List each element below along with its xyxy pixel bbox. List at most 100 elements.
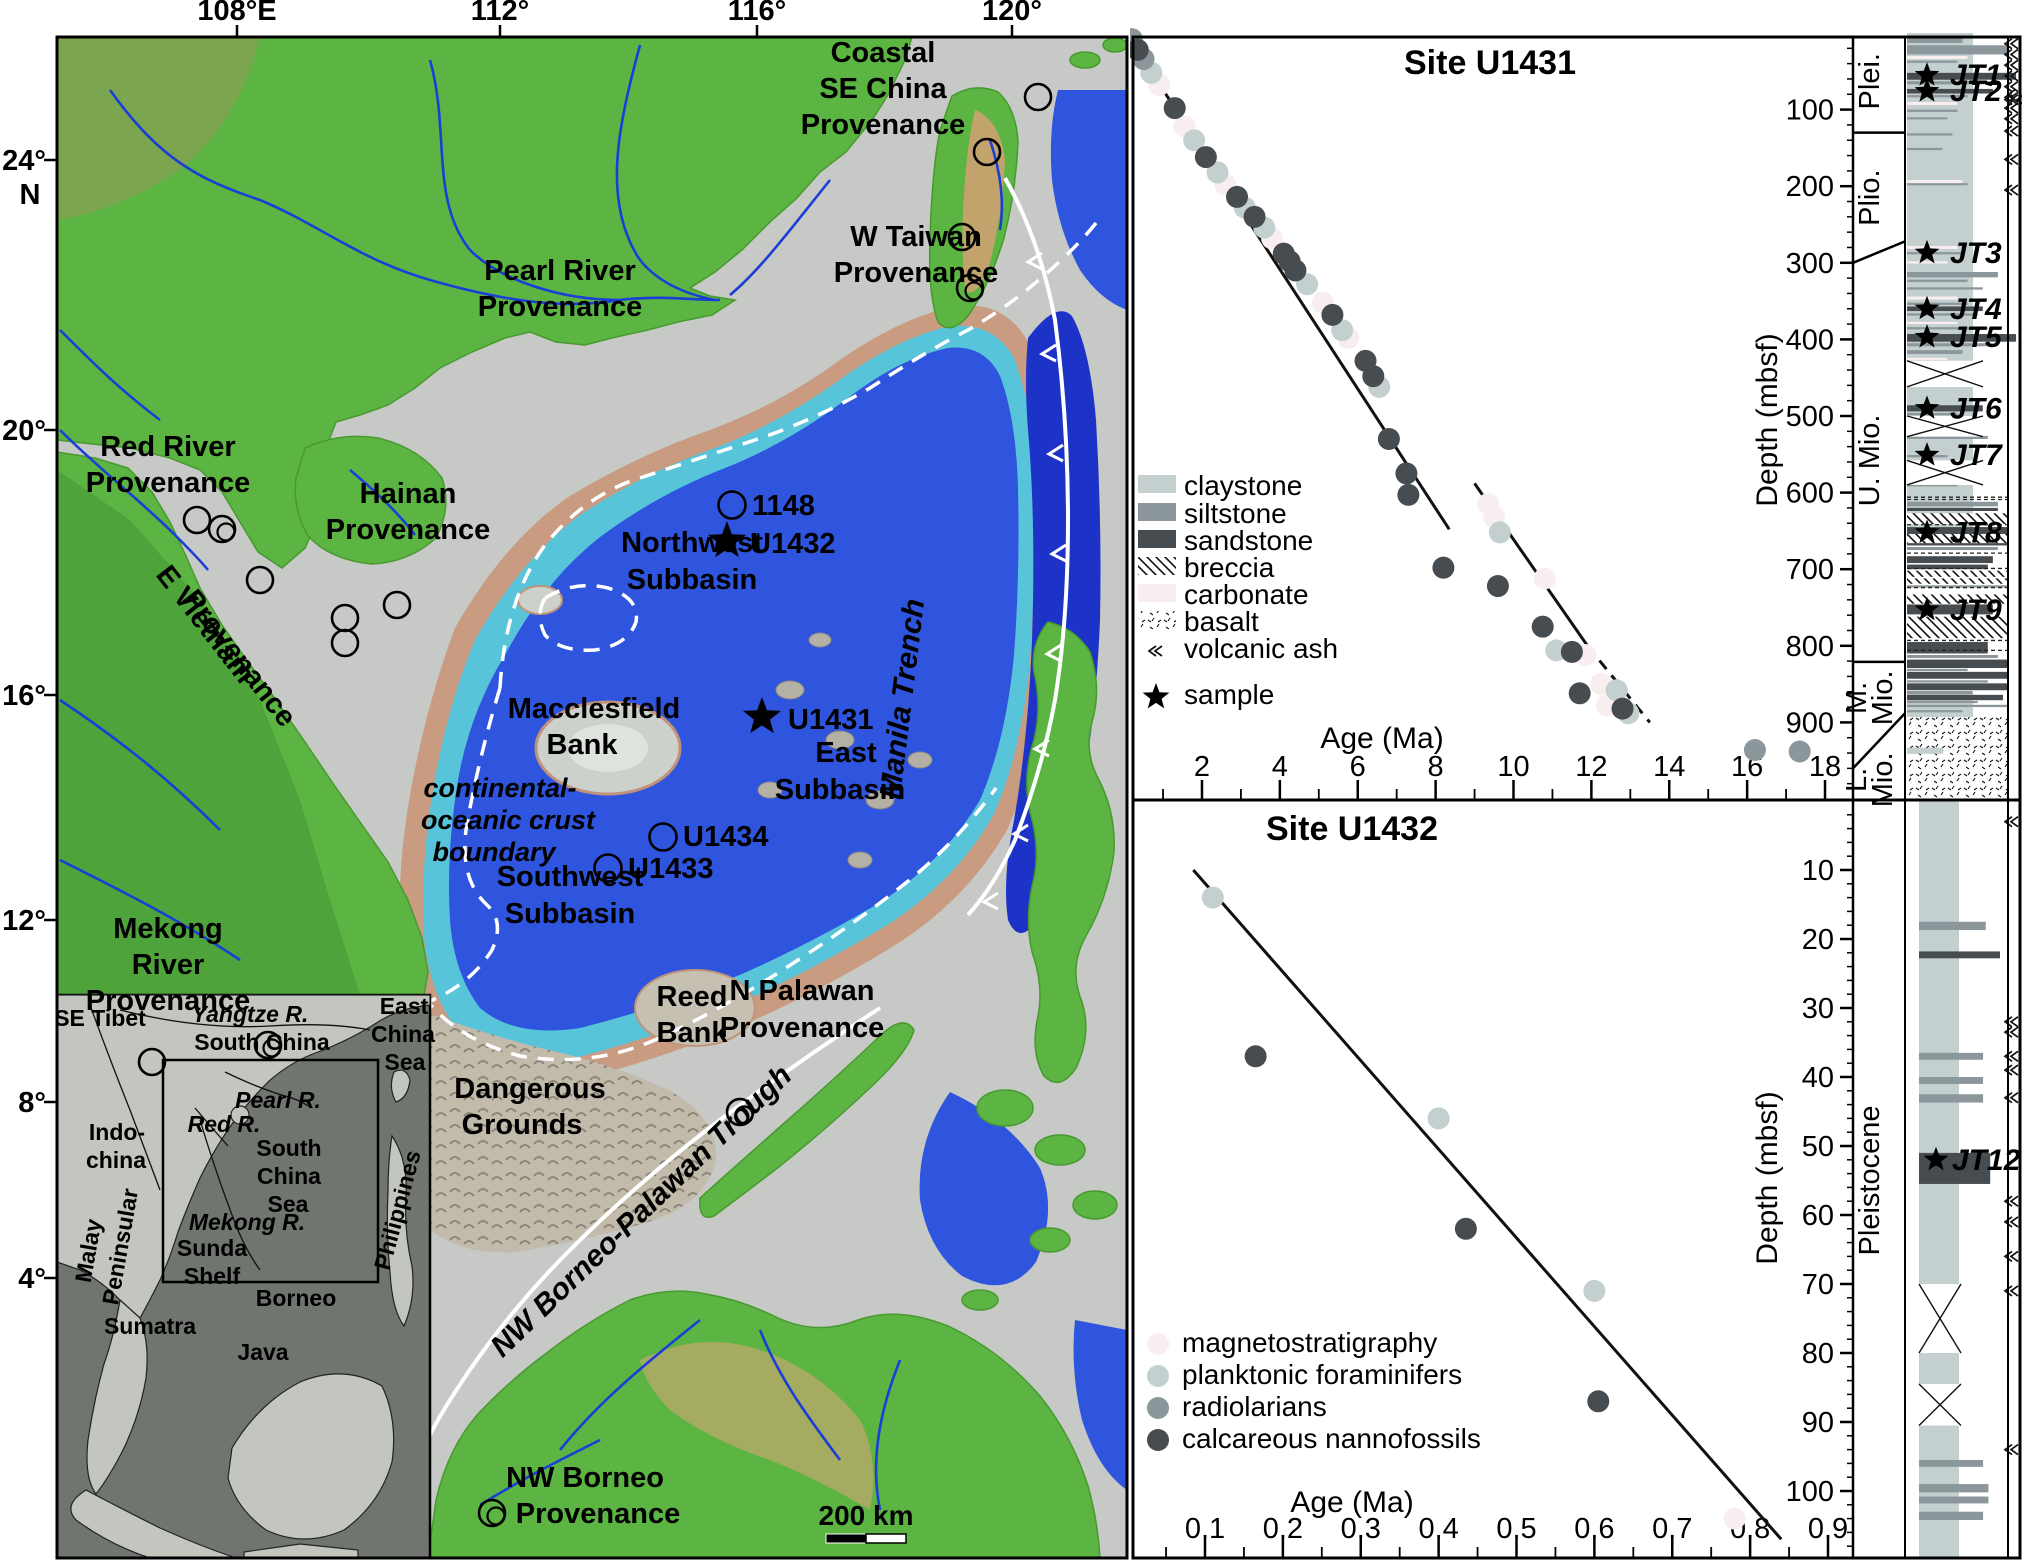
lon-tick-label: 116°: [728, 0, 786, 27]
sample-label-JT12: JT12: [1952, 1144, 2021, 1177]
legend-star-icon: [1142, 683, 1170, 709]
map-label: China: [371, 1021, 435, 1047]
volcanic-ash-icon: [2003, 1250, 2019, 1263]
lith-bed-s: [1907, 60, 1958, 63]
panel2-age-axis-label: Age (Ma): [1290, 1486, 1413, 1519]
slump-x: [1918, 1383, 1962, 1426]
island-ne-borneo: [961, 1289, 999, 1311]
sample-star-JT5: [1914, 324, 1940, 348]
lith-claystone: [1919, 1353, 1959, 1385]
age-tick-label: 14: [1653, 751, 1685, 783]
site-circle-1148: [717, 490, 747, 520]
slump-x: [1906, 415, 1984, 438]
lith-bed-c: [1907, 321, 1958, 325]
sample-location-circle: [245, 565, 275, 595]
sample-star-JT2: [1914, 78, 1940, 102]
volcanic-ash-icon: [2003, 1026, 2019, 1038]
sample-location-circle: [137, 1047, 167, 1077]
map-label: Northwest: [621, 527, 763, 559]
legend-label: basalt: [1184, 606, 1259, 637]
lith-bed-s: [1907, 690, 1973, 695]
slump-x: [1918, 1283, 1962, 1354]
nw-mountains-tint: [57, 37, 260, 220]
map-label: Red R.: [188, 1111, 261, 1137]
lon-tick-label: 120°: [982, 0, 1042, 27]
legend-datum-icon: [1147, 1429, 1169, 1451]
panel1-age-axis-label: Age (Ma): [1320, 722, 1443, 755]
sedimentation-rate-line: [1192, 869, 1783, 1541]
map-label: Provenance: [86, 985, 250, 1017]
lith-bed-ss: [1907, 564, 1988, 570]
island-mindoro: [976, 1089, 1034, 1127]
island-ryukyu2: [1102, 37, 1127, 53]
map-label: Coastal: [831, 37, 936, 69]
site-label-U1431: U1431: [788, 704, 873, 736]
lith-bed-s: [1907, 313, 1978, 316]
lith-bed-s: [1907, 327, 1988, 330]
map-label: Provenance: [86, 467, 250, 499]
depth-tick-label: 20: [1802, 924, 1834, 956]
lith-bed-s: [1919, 921, 1986, 931]
datum-point: [1533, 567, 1556, 590]
datum-point: [1560, 640, 1583, 663]
map-frame: [55, 35, 1129, 1560]
volcanic-ash-icon: [2003, 1016, 2019, 1028]
lith-bed-ss: [1907, 671, 2008, 679]
lith-bed-s: [1907, 252, 1963, 255]
trench-barbs: [980, 251, 1067, 911]
depth-tick-label: 900: [1786, 707, 1834, 739]
lith-bed-s: [1907, 109, 1958, 112]
lith-bed-s: [1919, 1484, 1989, 1493]
datum-point: [1583, 1279, 1606, 1302]
south-china-sea-map: SE Tibet Yangtze R.South ChinaEastChinaSe…: [2, 0, 1129, 1560]
datum-point: [1244, 1045, 1267, 1068]
datum-point: [1321, 303, 1344, 326]
lith-bed-ss: [1907, 334, 2017, 342]
age-tick-label: 0.3: [1341, 1513, 1381, 1545]
map-label: East: [815, 737, 877, 769]
lat-tick-label: 4°: [18, 1263, 46, 1295]
sample-location-circle: [330, 628, 360, 658]
age-tick-label: 0.4: [1418, 1513, 1458, 1545]
epoch-label: Pleistocene: [1854, 1106, 1886, 1256]
lith-bed-s: [1907, 501, 1998, 507]
map-label: China: [257, 1163, 321, 1189]
sample-label-JT1: JT1: [1950, 59, 2002, 92]
sample-label-JT2: JT2: [1950, 75, 2002, 108]
map-label: South: [256, 1135, 321, 1161]
lith-bed-s: [1907, 271, 1998, 278]
inset-study-box: [161, 1058, 380, 1284]
lith-bed-s: [1907, 81, 1988, 85]
se-deep-pocket: [919, 1092, 1049, 1286]
map-label: Reed: [657, 981, 728, 1013]
palawan: [699, 1022, 915, 1218]
datum-point: [1284, 259, 1307, 282]
datum-point: [1531, 615, 1554, 638]
map-label: Provenance: [834, 257, 998, 289]
depth-tick-label: 300: [1786, 248, 1834, 280]
lith-bed-c: [1907, 55, 1968, 60]
lith-bed-ss: [1907, 405, 1983, 412]
legend-label: carbonate: [1184, 579, 1309, 610]
volcanic-ash-icon: [2003, 48, 2019, 61]
site-star-U1431: [742, 697, 782, 734]
map-label: Provenance: [801, 109, 965, 141]
map-graticule: 108°E 112° 116° 120° 24°N 20° 16° 12° 8° 4°: [2, 0, 1042, 1295]
sample-star-JT3: [1914, 239, 1940, 264]
lith-bed-s: [1907, 36, 1963, 43]
axes: 2 4 6 8 10 12 14 16 1810020030040050060070080090…: [1162, 47, 1906, 1558]
lith-bed-s: [1919, 1077, 1984, 1084]
lith-breccia: [1907, 570, 2008, 577]
age-tick-label: 0.1: [1185, 1513, 1225, 1545]
site-label-U1432: U1432: [750, 528, 835, 560]
volcanic-ash-icon: [2003, 816, 2019, 828]
volcanic-ash-icon: [2003, 70, 2019, 82]
legend-siltstone-icon: [1138, 503, 1176, 521]
lith-bed-ss: [1907, 72, 2017, 80]
se-deep-pocket2: [1073, 1320, 1127, 1490]
map-label: N Palawan: [729, 975, 874, 1007]
volcanic-ash-icon: [2003, 1285, 2019, 1297]
datum-point: [1163, 97, 1186, 120]
map-label: Macclesfield: [508, 693, 680, 725]
map-label: Sea: [385, 1049, 426, 1075]
